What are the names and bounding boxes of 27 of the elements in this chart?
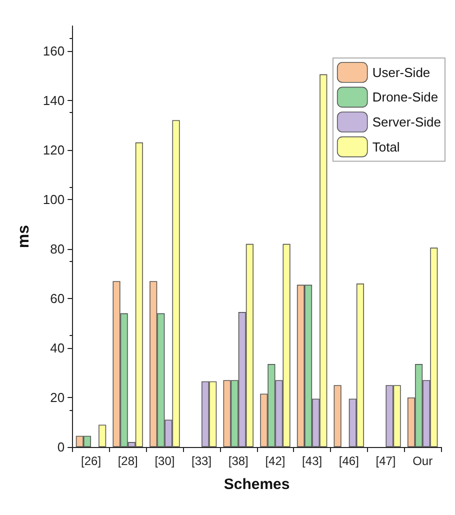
x-axis-title: Schemes xyxy=(224,476,290,493)
x-tick-label: [43] xyxy=(302,454,322,468)
y-tick-label: 60 xyxy=(50,290,65,306)
y-tick-label: 0 xyxy=(57,440,65,454)
y-tick-label: 120 xyxy=(42,142,65,158)
y-tick-label: 140 xyxy=(42,92,65,108)
x-tick-label: [38] xyxy=(228,454,248,468)
y-tick-label: 100 xyxy=(42,192,65,207)
x-tick-label: [28] xyxy=(118,454,138,468)
x-tick-label: [33] xyxy=(192,454,212,468)
y-tick-label: 40 xyxy=(50,340,65,356)
legend-label: User-Side xyxy=(372,64,430,80)
bar xyxy=(334,385,342,447)
x-tick-label: [42] xyxy=(265,454,286,468)
y-tick-label: 80 xyxy=(50,241,65,256)
x-tick-label: [46] xyxy=(338,454,359,468)
legend-label: Total xyxy=(372,139,400,154)
x-tick-label: [30] xyxy=(154,454,175,468)
x-tick-label: [47] xyxy=(376,454,396,468)
legend-label: Drone-Side xyxy=(372,90,438,105)
x-tick-label: Our xyxy=(412,454,433,468)
y-tick-label: 160 xyxy=(42,43,65,58)
legend-label: Server-Side xyxy=(372,114,442,130)
y-axis-title: ms xyxy=(16,224,32,248)
bar xyxy=(98,424,106,447)
y-tick-label: 20 xyxy=(50,390,65,405)
x-tick-label: [26] xyxy=(81,454,102,468)
